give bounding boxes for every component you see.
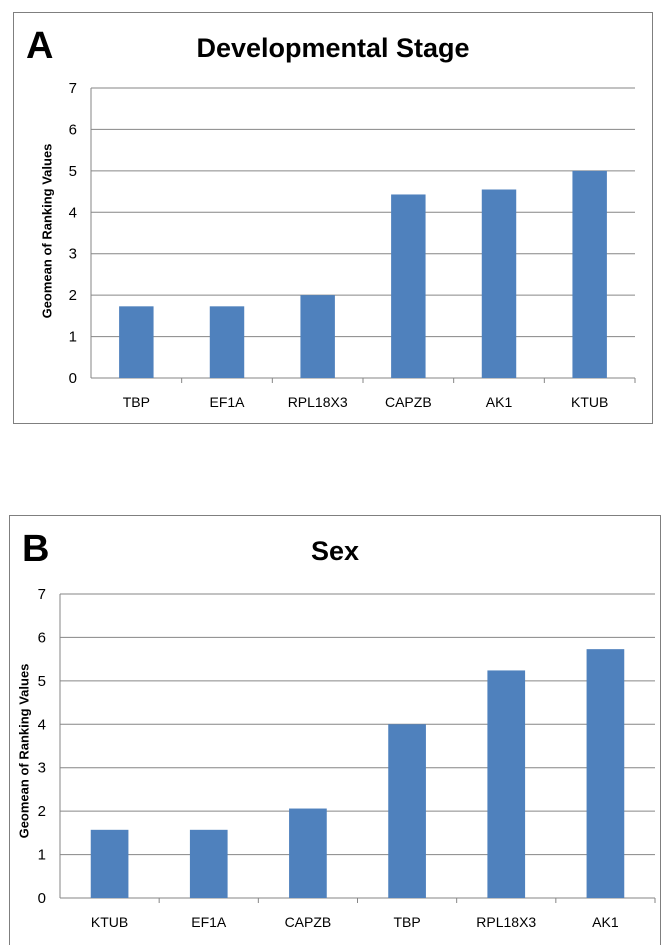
y-tick-label-b: 6 [38, 629, 46, 646]
y-tick-label-a: 6 [69, 121, 77, 138]
y-tick-label-a: 0 [69, 370, 77, 387]
x-tick-label-b: KTUB [91, 914, 128, 930]
y-tick-label-b: 4 [38, 716, 46, 733]
x-tick-label-a: KTUB [571, 394, 608, 410]
chart-title-b: Sex [310, 536, 360, 566]
chart-title-a: Developmental Stage [196, 33, 470, 63]
plot-area-a: 0 1 2 3 4 5 6 7 TBP EF1A RPL18X3 CAPZB AK1 KTUB [69, 80, 636, 410]
bar-a [391, 194, 426, 378]
plot-area-b: 0 1 2 3 4 5 6 7 KTUB EF1A CAPZB TBP RPL18X3 AK1 [38, 586, 656, 930]
bar-a [300, 295, 335, 378]
x-tick-label-b: CAPZB [285, 914, 332, 930]
x-tick-label-a: TBP [123, 394, 150, 410]
x-tick-label-b: TBP [393, 914, 420, 930]
y-tick-label-b: 0 [38, 890, 46, 907]
bar-a [209, 306, 245, 378]
y-tick-label-a: 2 [69, 287, 77, 304]
y-tick-label-a: 7 [69, 80, 77, 97]
y-tick-label-b: 7 [38, 586, 46, 603]
y-tick-label-a: 1 [69, 329, 77, 346]
y-tick-label-b: 2 [38, 803, 46, 820]
x-tick-label-a: RPL18X3 [288, 394, 348, 410]
bar-a [572, 170, 607, 378]
y-tick-label-b: 3 [38, 760, 46, 777]
x-tick-label-a: CAPZB [385, 394, 432, 410]
panel-label-a: A [26, 25, 54, 67]
bar-b [388, 724, 426, 898]
x-tick-label-b: RPL18X3 [476, 914, 536, 930]
x-tick-label-b: AK1 [592, 914, 619, 930]
bar-b [487, 670, 526, 898]
bar-a [481, 189, 517, 378]
chart-panel-a: A Developmental Stage Geomean of Ranking… [13, 12, 653, 424]
y-tick-label-a: 5 [69, 163, 77, 180]
x-tick-label-b: EF1A [191, 914, 227, 930]
bar-b [189, 829, 228, 898]
x-tick-label-a: AK1 [486, 394, 513, 410]
y-tick-label-a: 3 [69, 246, 77, 263]
panel-label-b: B [22, 528, 50, 570]
bar-b [289, 808, 327, 898]
x-tick-label-a: EF1A [209, 394, 245, 410]
y-tick-label-b: 1 [38, 847, 46, 864]
bar-b [586, 649, 625, 898]
y-tick-label-b: 5 [38, 673, 46, 690]
y-tick-label-a: 4 [69, 204, 77, 221]
bar-a [119, 306, 154, 378]
bar-b [90, 829, 129, 898]
